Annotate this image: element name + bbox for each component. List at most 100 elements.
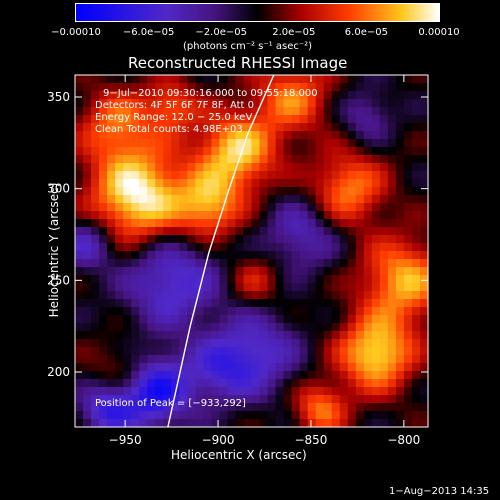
heatmap-cell [187, 243, 196, 252]
heatmap-cell [355, 91, 365, 100]
heatmap-cell [195, 355, 204, 364]
heatmap-cell [195, 243, 204, 252]
heatmap-cell [131, 147, 140, 156]
heatmap-cell [99, 91, 108, 100]
heatmap-cell [147, 227, 156, 236]
heatmap-cell [75, 283, 84, 292]
heatmap-cell [243, 211, 253, 220]
heatmap-cell [355, 107, 365, 116]
heatmap-cell [331, 299, 341, 308]
heatmap-cell [403, 83, 413, 92]
heatmap-cell [91, 195, 100, 204]
heatmap-cell [323, 219, 333, 228]
heatmap-cell [259, 395, 269, 404]
heatmap-cell [323, 235, 333, 244]
heatmap-cell [195, 315, 204, 324]
heatmap-cell [371, 419, 381, 428]
heatmap-cell [99, 171, 108, 180]
heatmap-cell [307, 323, 317, 332]
heatmap-cell [107, 371, 116, 380]
heatmap-cell [315, 115, 325, 124]
heatmap-cell [243, 83, 253, 92]
heatmap-cell [275, 403, 285, 412]
heatmap-cell [355, 243, 365, 252]
heatmap-cell [131, 299, 140, 308]
heatmap-cell [403, 235, 413, 244]
heatmap-cell [227, 259, 237, 268]
heatmap-cell [275, 355, 285, 364]
heatmap-cell [123, 219, 132, 228]
heatmap-cell [283, 259, 293, 268]
heatmap-cell [147, 147, 156, 156]
heatmap-cell [99, 147, 108, 156]
heatmap-cell [283, 331, 293, 340]
heatmap-cell [171, 163, 180, 172]
heatmap-cell [267, 115, 277, 124]
heatmap-cell [299, 331, 309, 340]
heatmap-cell [307, 331, 317, 340]
heatmap-cell [75, 155, 84, 164]
heatmap-cell [171, 291, 180, 300]
heatmap-cell [355, 411, 365, 420]
heatmap-cell [155, 163, 164, 172]
heatmap-cell [371, 99, 381, 108]
heatmap-cell [187, 379, 196, 388]
heatmap-cell [331, 155, 341, 164]
heatmap-cell [91, 203, 100, 212]
heatmap-cell [355, 347, 365, 356]
heatmap-cell [275, 123, 285, 132]
heatmap-cell [187, 403, 196, 412]
heatmap-cell [227, 291, 237, 300]
heatmap-cell [275, 315, 285, 324]
heatmap-cell [259, 131, 269, 140]
heatmap-cell [187, 107, 196, 116]
heatmap-cell [275, 323, 285, 332]
heatmap-cell [75, 331, 84, 340]
heatmap-cell [163, 371, 172, 380]
heatmap-cell [363, 179, 373, 188]
heatmap-cell [91, 147, 100, 156]
heatmap-cell [371, 131, 381, 140]
heatmap-cell [179, 363, 188, 372]
heatmap-cell [387, 99, 397, 108]
heatmap-cell [323, 347, 333, 356]
heatmap-cell [123, 403, 132, 412]
heatmap-cell [243, 107, 253, 116]
heatmap-cell [235, 411, 245, 420]
heatmap-cell [283, 147, 293, 156]
heatmap-cell [371, 195, 381, 204]
heatmap-cell [339, 315, 349, 324]
heatmap-cell [227, 283, 237, 292]
heatmap-cell [131, 315, 140, 324]
heatmap-cell [187, 179, 196, 188]
heatmap-cell [211, 275, 221, 284]
heatmap-cell [307, 347, 317, 356]
heatmap-cell [107, 331, 116, 340]
heatmap-cell [395, 179, 405, 188]
heatmap-cell [299, 259, 309, 268]
heatmap-cell [131, 307, 140, 316]
heatmap-cell [107, 243, 116, 252]
heatmap-cell [323, 403, 333, 412]
heatmap-cell [299, 307, 309, 316]
heatmap-cell [83, 203, 92, 212]
heatmap-cell [195, 363, 204, 372]
heatmap-cell [315, 259, 325, 268]
heatmap-cell [211, 387, 221, 396]
heatmap-cell [147, 395, 156, 404]
heatmap-cell [283, 115, 293, 124]
heatmap-cell [243, 139, 253, 148]
heatmap-cell [163, 307, 172, 316]
heatmap-cell [315, 251, 325, 260]
heatmap-cell [155, 99, 164, 108]
heatmap-cell [139, 419, 148, 428]
heatmap-cell [339, 291, 349, 300]
heatmap-cell [291, 419, 301, 428]
heatmap-cell [179, 307, 188, 316]
heatmap-cell [91, 275, 100, 284]
heatmap-cell [163, 331, 172, 340]
heatmap-cell [187, 275, 196, 284]
heatmap-cell [403, 107, 413, 116]
heatmap-cell [99, 163, 108, 172]
